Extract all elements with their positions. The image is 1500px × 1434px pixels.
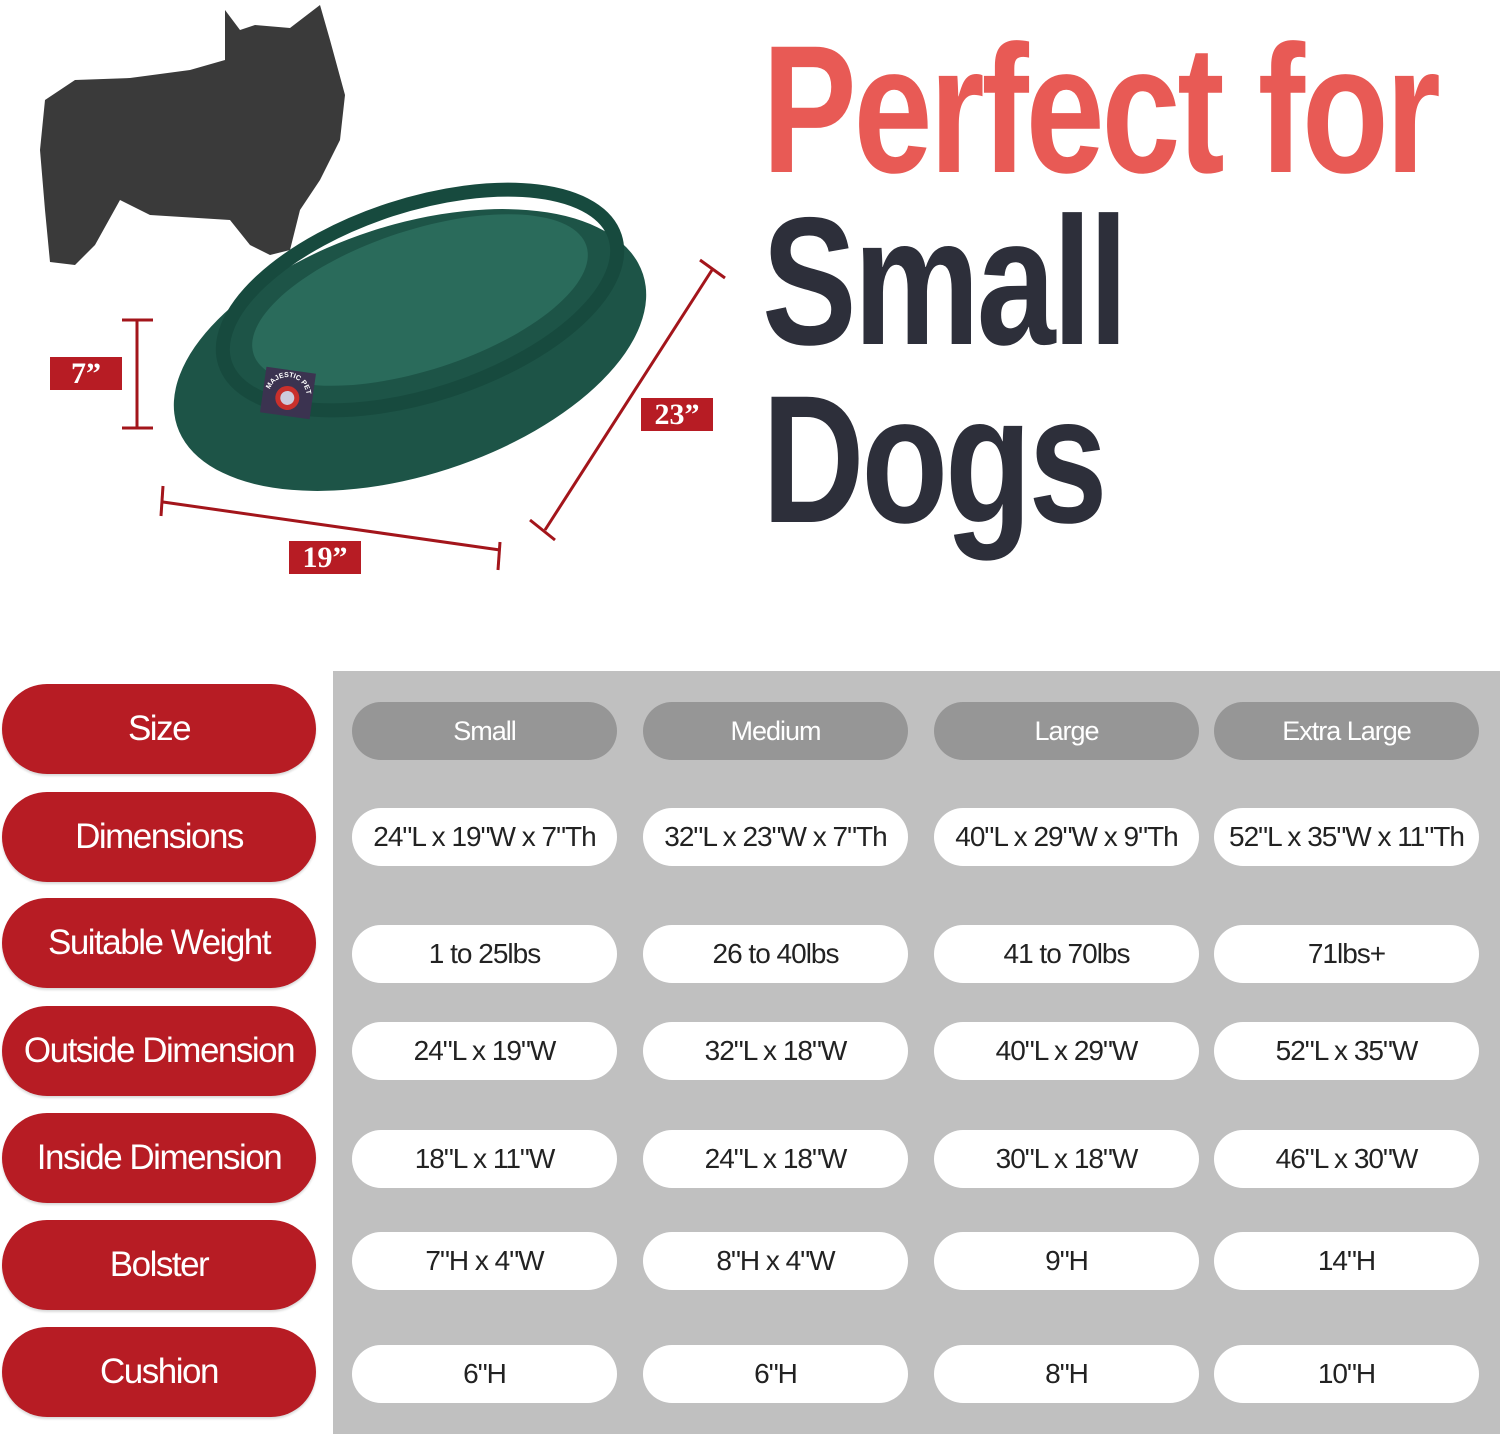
table-cell: 10"H [1214, 1345, 1479, 1403]
table-cell: 41 to 70lbs [934, 925, 1199, 983]
table-cell: 6"H [352, 1345, 617, 1403]
table-cell: 7"H x 4"W [352, 1232, 617, 1290]
product-illustration: MAJESTIC PET [40, 5, 726, 571]
table-cell: 30"L x 18"W [934, 1130, 1199, 1188]
table-cell: 8"H [934, 1345, 1199, 1403]
table-cell: 32"L x 23"W x 7"Th [643, 808, 908, 866]
width-label: 19” [289, 541, 361, 574]
table-cell: 6"H [643, 1345, 908, 1403]
table-cell: 52"L x 35"W [1214, 1022, 1479, 1080]
headline-line-3: Dogs [762, 357, 1108, 561]
row-label: Bolster [2, 1220, 316, 1310]
table-cell: 18"L x 11"W [352, 1130, 617, 1188]
row-label: Size [2, 684, 316, 774]
table-cell: 46"L x 30"W [1214, 1130, 1479, 1188]
paw-icon [280, 390, 295, 405]
table-cell: 40"L x 29"W [934, 1022, 1199, 1080]
table-cell: 1 to 25lbs [352, 925, 617, 983]
table-cell: 24"L x 19"W x 7"Th [352, 808, 617, 866]
size-header: Extra Large [1214, 702, 1479, 760]
table-cell: 24"L x 18"W [643, 1130, 908, 1188]
table-cell: 71lbs+ [1214, 925, 1479, 983]
row-label: Suitable Weight [2, 898, 316, 988]
size-header: Small [352, 702, 617, 760]
row-label: Dimensions [2, 792, 316, 882]
brand-tag: MAJESTIC PET [260, 366, 316, 420]
table-cell: 14"H [1214, 1232, 1479, 1290]
dog-silhouette-icon [40, 5, 345, 265]
length-label: 23” [641, 398, 713, 431]
table-cell: 26 to 40lbs [643, 925, 908, 983]
table-cell: 24"L x 19"W [352, 1022, 617, 1080]
table-cell: 32"L x 18"W [643, 1022, 908, 1080]
table-cell: 52"L x 35"W x 11"Th [1214, 808, 1479, 866]
bed-bolster [215, 182, 625, 418]
table-cell: 8"H x 4"W [643, 1232, 908, 1290]
size-header: Medium [643, 702, 908, 760]
headline-line-1: Perfect for [762, 7, 1441, 211]
row-label: Cushion [2, 1327, 316, 1417]
row-label: Inside Dimension [2, 1113, 316, 1203]
measurement-lines [122, 258, 726, 571]
table-cell: 9"H [934, 1232, 1199, 1290]
size-header: Large [934, 702, 1199, 760]
bed-cushion [252, 214, 588, 386]
table-cell: 40"L x 29"W x 9"Th [934, 808, 1199, 866]
row-label: Outside Dimension [2, 1006, 316, 1096]
height-label: 7” [50, 357, 122, 390]
headline-line-2: Small [762, 179, 1128, 383]
